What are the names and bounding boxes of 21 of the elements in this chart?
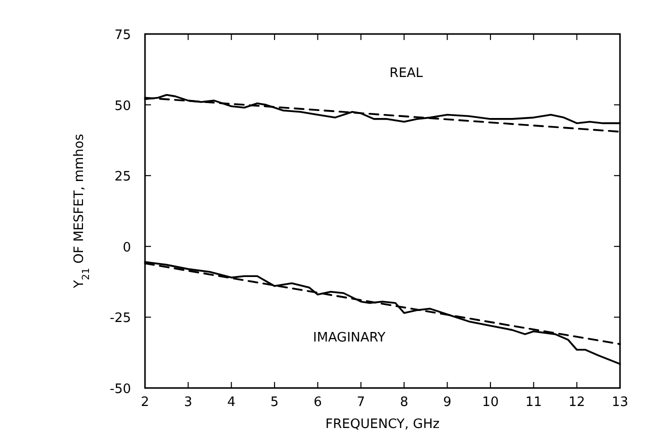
x-tick-label: 6 bbox=[314, 395, 322, 410]
y-tick-label: -25 bbox=[110, 311, 131, 326]
y-tick-label: 25 bbox=[114, 170, 131, 185]
text: REAL bbox=[390, 66, 424, 81]
x-tick-label: 5 bbox=[270, 395, 279, 410]
x-tick-label: 4 bbox=[227, 395, 236, 410]
series-label: IMAGINARY bbox=[313, 330, 386, 346]
x-tick-label: 2 bbox=[140, 395, 150, 410]
y-tick-label: 0 bbox=[122, 240, 131, 256]
x-tick-label: 12 bbox=[568, 395, 586, 410]
x-tick-label: 8 bbox=[400, 395, 408, 410]
x-tick-label: 11 bbox=[525, 395, 542, 410]
x-tick-label: 10 bbox=[482, 395, 499, 410]
x-tick-label: 7 bbox=[356, 395, 366, 410]
y-tick-label: 50 bbox=[114, 98, 131, 114]
x-tick-label: 13 bbox=[612, 395, 628, 410]
x-tick-label: 3 bbox=[184, 395, 192, 410]
x-axis-title: FREQUENCY, GHz bbox=[325, 417, 440, 432]
y-tick-label: -50 bbox=[110, 382, 131, 397]
x-tick-label: 9 bbox=[443, 395, 452, 410]
y-tick-label: 75 bbox=[114, 28, 131, 43]
